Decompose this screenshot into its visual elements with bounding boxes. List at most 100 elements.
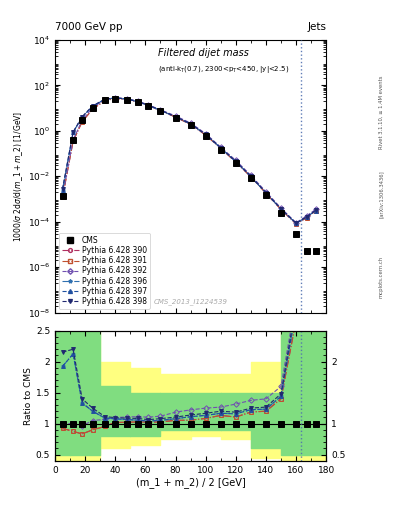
Pythia 6.428 390 — [313, 208, 318, 214]
Pythia 6.428 398 — [203, 131, 208, 137]
Pythia 6.428 396 — [279, 206, 283, 212]
Pythia 6.428 391 — [173, 114, 178, 120]
Pythia 6.428 398 — [71, 129, 75, 135]
Pythia 6.428 391 — [60, 194, 65, 200]
Pythia 6.428 396 — [158, 108, 163, 114]
CMS — [294, 230, 298, 237]
Line: Pythia 6.428 397: Pythia 6.428 397 — [61, 96, 318, 225]
Text: mcplots.cern.ch: mcplots.cern.ch — [379, 255, 384, 297]
Pythia 6.428 397 — [103, 96, 107, 102]
Pythia 6.428 396 — [233, 159, 238, 165]
Pythia 6.428 397 — [313, 207, 318, 214]
Pythia 6.428 392 — [279, 205, 283, 211]
Pythia 6.428 398 — [158, 107, 163, 113]
Line: CMS: CMS — [60, 96, 318, 254]
Pythia 6.428 392 — [264, 188, 268, 195]
CMS — [125, 97, 130, 103]
Pythia 6.428 392 — [294, 220, 298, 226]
CMS — [203, 133, 208, 139]
Pythia 6.428 396 — [304, 214, 309, 220]
Legend: CMS, Pythia 6.428 390, Pythia 6.428 391, Pythia 6.428 392, Pythia 6.428 396, Pyt: CMS, Pythia 6.428 390, Pythia 6.428 391,… — [59, 233, 150, 309]
Y-axis label: $1000/\sigma\;2\mathrm{d}\sigma/\mathrm{d}(m\_1 + m\_2)$ [1/GeV]: $1000/\sigma\;2\mathrm{d}\sigma/\mathrm{… — [12, 111, 25, 242]
Pythia 6.428 396 — [313, 207, 318, 214]
Pythia 6.428 390 — [173, 114, 178, 120]
Pythia 6.428 398 — [125, 96, 130, 102]
Pythia 6.428 391 — [219, 145, 223, 152]
Pythia 6.428 397 — [203, 132, 208, 138]
Pythia 6.428 390 — [248, 174, 253, 180]
Pythia 6.428 392 — [90, 104, 95, 111]
CMS — [80, 117, 84, 123]
Pythia 6.428 391 — [71, 138, 75, 144]
Pythia 6.428 397 — [248, 174, 253, 180]
Pythia 6.428 396 — [248, 174, 253, 180]
Pythia 6.428 391 — [279, 206, 283, 212]
CMS — [313, 248, 318, 254]
Pythia 6.428 396 — [264, 190, 268, 196]
Pythia 6.428 391 — [103, 98, 107, 104]
Pythia 6.428 398 — [90, 103, 95, 109]
Pythia 6.428 390 — [125, 97, 130, 103]
Pythia 6.428 392 — [188, 120, 193, 126]
Pythia 6.428 397 — [71, 130, 75, 136]
Pythia 6.428 390 — [146, 102, 151, 109]
CMS — [90, 105, 95, 111]
Pythia 6.428 398 — [188, 121, 193, 127]
Line: Pythia 6.428 398: Pythia 6.428 398 — [61, 96, 318, 225]
Text: (anti-k$_\mathrm{T}$(0.7), 2300<p$_\mathrm{T}$<450, |y|<2.5): (anti-k$_\mathrm{T}$(0.7), 2300<p$_\math… — [158, 65, 289, 75]
Pythia 6.428 392 — [125, 96, 130, 102]
CMS — [113, 96, 118, 102]
Text: Filtered dijet mass: Filtered dijet mass — [158, 48, 249, 58]
Pythia 6.428 392 — [233, 157, 238, 163]
Pythia 6.428 391 — [248, 174, 253, 180]
Pythia 6.428 398 — [173, 114, 178, 120]
Pythia 6.428 396 — [113, 95, 118, 101]
CMS — [71, 137, 75, 143]
Pythia 6.428 390 — [71, 138, 75, 144]
CMS — [60, 194, 65, 200]
Pythia 6.428 390 — [304, 215, 309, 221]
CMS — [248, 176, 253, 182]
Pythia 6.428 392 — [113, 95, 118, 101]
Pythia 6.428 397 — [219, 145, 223, 151]
Pythia 6.428 390 — [264, 190, 268, 196]
Pythia 6.428 398 — [264, 189, 268, 196]
Pythia 6.428 398 — [279, 206, 283, 212]
Pythia 6.428 398 — [248, 173, 253, 179]
CMS — [136, 99, 140, 105]
Pythia 6.428 391 — [80, 119, 84, 125]
CMS — [158, 108, 163, 114]
CMS — [173, 115, 178, 121]
Line: Pythia 6.428 392: Pythia 6.428 392 — [61, 96, 318, 225]
Pythia 6.428 396 — [294, 220, 298, 226]
Pythia 6.428 397 — [80, 114, 84, 120]
Pythia 6.428 392 — [158, 106, 163, 113]
Pythia 6.428 397 — [125, 96, 130, 102]
Pythia 6.428 392 — [71, 137, 75, 143]
CMS — [103, 97, 107, 103]
Pythia 6.428 391 — [304, 215, 309, 221]
Text: Jets: Jets — [307, 22, 326, 32]
Pythia 6.428 392 — [304, 213, 309, 219]
Pythia 6.428 392 — [248, 172, 253, 178]
Pythia 6.428 396 — [203, 132, 208, 138]
Pythia 6.428 397 — [304, 214, 309, 220]
Pythia 6.428 390 — [158, 108, 163, 114]
Pythia 6.428 391 — [233, 159, 238, 165]
Pythia 6.428 396 — [219, 145, 223, 151]
Pythia 6.428 398 — [60, 186, 65, 192]
Pythia 6.428 390 — [90, 106, 95, 112]
Pythia 6.428 396 — [188, 121, 193, 127]
Pythia 6.428 396 — [173, 114, 178, 120]
Pythia 6.428 396 — [146, 102, 151, 109]
Pythia 6.428 397 — [90, 103, 95, 110]
Pythia 6.428 398 — [146, 102, 151, 109]
Pythia 6.428 397 — [60, 187, 65, 193]
Pythia 6.428 392 — [313, 206, 318, 212]
Text: CMS_2013_I1224539: CMS_2013_I1224539 — [154, 298, 228, 305]
Pythia 6.428 390 — [60, 194, 65, 200]
Line: Pythia 6.428 391: Pythia 6.428 391 — [61, 96, 318, 226]
Pythia 6.428 391 — [90, 106, 95, 112]
Pythia 6.428 397 — [173, 114, 178, 120]
Pythia 6.428 392 — [203, 131, 208, 137]
